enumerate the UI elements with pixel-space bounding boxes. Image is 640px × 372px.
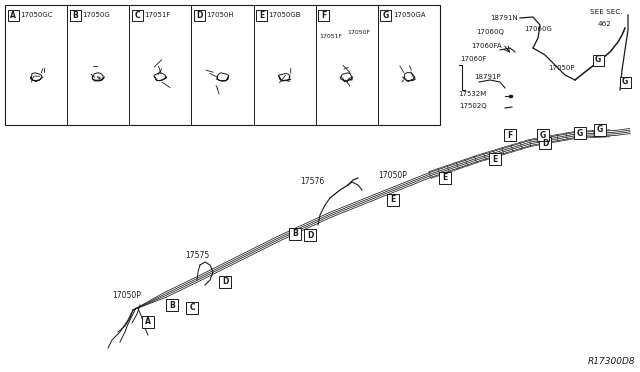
Text: R17300D8: R17300D8 <box>588 357 635 366</box>
Bar <box>318 10 329 20</box>
Text: B: B <box>72 10 78 19</box>
Text: G: G <box>577 128 583 138</box>
Bar <box>387 194 399 206</box>
Text: 17502Q: 17502Q <box>459 103 486 109</box>
Text: G: G <box>383 10 389 19</box>
Text: SEE SEC.: SEE SEC. <box>590 9 623 15</box>
Text: 462: 462 <box>598 21 612 27</box>
Text: 17060G: 17060G <box>524 26 552 32</box>
Text: 17050P: 17050P <box>378 170 407 180</box>
Text: C: C <box>134 10 140 19</box>
Text: 18791P: 18791P <box>474 74 500 80</box>
Text: G: G <box>540 131 546 140</box>
Text: E: E <box>442 173 447 183</box>
Text: 17060F: 17060F <box>460 56 486 62</box>
Text: 18791N: 18791N <box>490 15 518 21</box>
Text: B: B <box>292 230 298 238</box>
Text: A: A <box>145 317 151 327</box>
Text: G: G <box>622 77 628 87</box>
Text: E: E <box>390 196 396 205</box>
Text: E: E <box>492 154 498 164</box>
Bar <box>8 10 19 20</box>
Text: 17576: 17576 <box>300 177 324 186</box>
Text: 17050F: 17050F <box>348 31 371 35</box>
Text: C: C <box>189 304 195 312</box>
Bar <box>186 302 198 314</box>
Text: A: A <box>10 10 16 19</box>
Bar <box>132 10 143 20</box>
Bar <box>194 10 205 20</box>
Text: 17060Q: 17060Q <box>476 29 504 35</box>
Text: 17050H: 17050H <box>207 12 234 18</box>
Text: 17050GA: 17050GA <box>393 12 426 18</box>
Text: 17575: 17575 <box>185 250 209 260</box>
Bar <box>489 153 501 165</box>
Text: 17050GC: 17050GC <box>20 12 52 18</box>
Bar <box>574 127 586 139</box>
Bar <box>504 129 516 141</box>
Text: 17050G: 17050G <box>82 12 110 18</box>
Bar <box>304 229 316 241</box>
Bar <box>439 172 451 184</box>
Bar <box>289 228 301 240</box>
Bar <box>70 10 81 20</box>
Text: E: E <box>259 10 264 19</box>
Bar <box>594 124 606 136</box>
Text: 17050P: 17050P <box>548 65 575 71</box>
Text: 17050GB: 17050GB <box>269 12 301 18</box>
Text: D: D <box>307 231 313 240</box>
Text: 17051F: 17051F <box>144 12 171 18</box>
Text: G: G <box>597 125 603 135</box>
Bar <box>593 55 604 65</box>
Text: D: D <box>222 278 228 286</box>
Text: B: B <box>169 301 175 310</box>
Text: D: D <box>542 138 548 148</box>
Bar <box>539 137 551 149</box>
Bar <box>537 129 549 141</box>
Bar <box>256 10 267 20</box>
Text: D: D <box>196 10 203 19</box>
Bar <box>142 316 154 328</box>
Text: 17060FA: 17060FA <box>471 43 502 49</box>
Text: 17532M: 17532M <box>458 91 486 97</box>
Bar <box>219 276 231 288</box>
Text: F: F <box>508 131 513 140</box>
Text: G: G <box>595 55 601 64</box>
Bar <box>380 10 391 20</box>
Text: 17050P: 17050P <box>112 291 141 299</box>
Text: F: F <box>321 10 326 19</box>
Bar <box>5 5 440 125</box>
Bar <box>166 299 178 311</box>
Bar <box>620 77 630 87</box>
Text: 17051F: 17051F <box>320 35 343 39</box>
